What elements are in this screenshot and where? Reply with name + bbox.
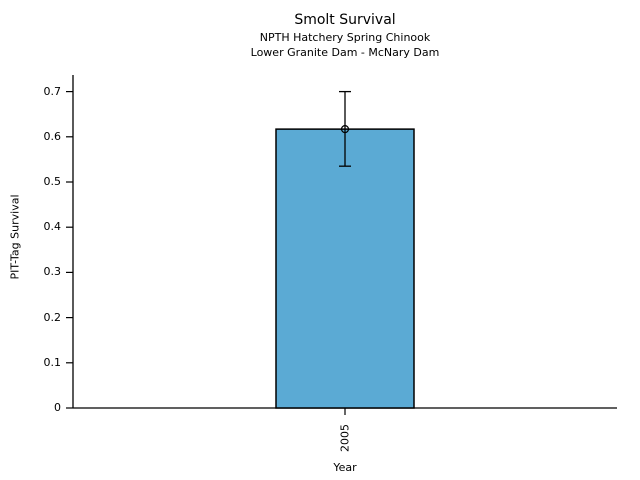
y-tick-label: 0.3 [43, 265, 62, 279]
y-tick-label: 0.5 [43, 175, 62, 188]
y-tick-label: 0.2 [43, 310, 62, 324]
data-point-marker [340, 125, 350, 134]
chart-title: Smolt Survival [294, 12, 396, 28]
y-tick-label: 0.1 [43, 355, 62, 369]
x-tick-label: 2005 [338, 424, 352, 452]
chart-subtitle-2: Lower Granite Dam - McNary Dam [250, 46, 440, 59]
y-tick-label: 0.4 [43, 220, 62, 234]
y-tick-label: 0.7 [43, 84, 62, 98]
chart-subtitle-1: NPTH Hatchery Spring Chinook [259, 31, 431, 44]
y-tick-label: 0.6 [43, 129, 62, 143]
x-axis-label: Year [333, 461, 357, 474]
bar [275, 128, 415, 409]
y-tick-label: 0 [54, 401, 61, 414]
